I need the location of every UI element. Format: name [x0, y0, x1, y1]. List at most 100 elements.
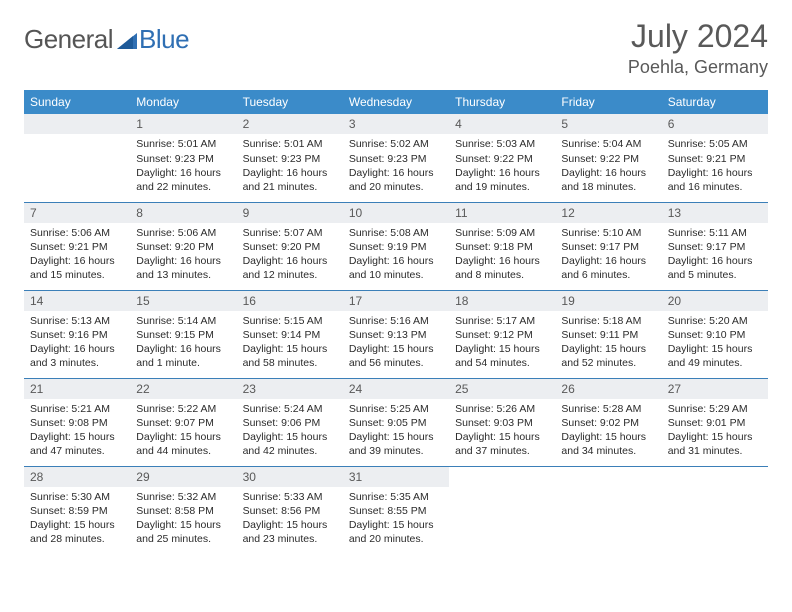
sunrise-text: Sunrise: 5:02 AM	[349, 137, 443, 151]
sunrise-text: Sunrise: 5:28 AM	[561, 402, 655, 416]
day-cell: 23Sunrise: 5:24 AMSunset: 9:06 PMDayligh…	[237, 378, 343, 466]
day-number: 23	[237, 379, 343, 399]
day-cell: 27Sunrise: 5:29 AMSunset: 9:01 PMDayligh…	[662, 378, 768, 466]
day-body: Sunrise: 5:26 AMSunset: 9:03 PMDaylight:…	[449, 399, 555, 465]
sunset-text: Sunset: 9:21 PM	[668, 152, 762, 166]
dow-sun: Sunday	[24, 90, 130, 114]
sunset-text: Sunset: 9:15 PM	[136, 328, 230, 342]
daylight-text: Daylight: 16 hours and 6 minutes.	[561, 254, 655, 282]
day-cell: 6Sunrise: 5:05 AMSunset: 9:21 PMDaylight…	[662, 114, 768, 202]
dow-mon: Monday	[130, 90, 236, 114]
logo-text-general: General	[24, 24, 113, 55]
day-body: Sunrise: 5:17 AMSunset: 9:12 PMDaylight:…	[449, 311, 555, 377]
daylight-text: Daylight: 15 hours and 28 minutes.	[30, 518, 124, 546]
day-cell: 11Sunrise: 5:09 AMSunset: 9:18 PMDayligh…	[449, 202, 555, 290]
day-body: Sunrise: 5:18 AMSunset: 9:11 PMDaylight:…	[555, 311, 661, 377]
daylight-text: Daylight: 16 hours and 15 minutes.	[30, 254, 124, 282]
daylight-text: Daylight: 15 hours and 49 minutes.	[668, 342, 762, 370]
daylight-text: Daylight: 16 hours and 18 minutes.	[561, 166, 655, 194]
day-cell: 12Sunrise: 5:10 AMSunset: 9:17 PMDayligh…	[555, 202, 661, 290]
day-cell: 24Sunrise: 5:25 AMSunset: 9:05 PMDayligh…	[343, 378, 449, 466]
daylight-text: Daylight: 15 hours and 37 minutes.	[455, 430, 549, 458]
day-number: 14	[24, 291, 130, 311]
sunset-text: Sunset: 9:11 PM	[561, 328, 655, 342]
sunset-text: Sunset: 9:07 PM	[136, 416, 230, 430]
sunset-text: Sunset: 9:17 PM	[561, 240, 655, 254]
week-row: 1Sunrise: 5:01 AMSunset: 9:23 PMDaylight…	[24, 114, 768, 202]
week-row: 28Sunrise: 5:30 AMSunset: 8:59 PMDayligh…	[24, 466, 768, 554]
daylight-text: Daylight: 16 hours and 12 minutes.	[243, 254, 337, 282]
day-cell: 7Sunrise: 5:06 AMSunset: 9:21 PMDaylight…	[24, 202, 130, 290]
day-body: Sunrise: 5:09 AMSunset: 9:18 PMDaylight:…	[449, 223, 555, 289]
daylight-text: Daylight: 16 hours and 1 minute.	[136, 342, 230, 370]
day-number: 7	[24, 203, 130, 223]
sunrise-text: Sunrise: 5:22 AM	[136, 402, 230, 416]
sunset-text: Sunset: 9:13 PM	[349, 328, 443, 342]
day-cell: 15Sunrise: 5:14 AMSunset: 9:15 PMDayligh…	[130, 290, 236, 378]
sunrise-text: Sunrise: 5:06 AM	[30, 226, 124, 240]
day-cell	[555, 466, 661, 554]
sunrise-text: Sunrise: 5:13 AM	[30, 314, 124, 328]
sunset-text: Sunset: 9:23 PM	[349, 152, 443, 166]
sunset-text: Sunset: 9:23 PM	[136, 152, 230, 166]
sunrise-text: Sunrise: 5:25 AM	[349, 402, 443, 416]
sunset-text: Sunset: 9:20 PM	[136, 240, 230, 254]
sunset-text: Sunset: 8:55 PM	[349, 504, 443, 518]
day-cell	[449, 466, 555, 554]
logo-text-blue: Blue	[139, 24, 189, 55]
daylight-text: Daylight: 15 hours and 42 minutes.	[243, 430, 337, 458]
day-body: Sunrise: 5:25 AMSunset: 9:05 PMDaylight:…	[343, 399, 449, 465]
daylight-text: Daylight: 16 hours and 20 minutes.	[349, 166, 443, 194]
week-row: 21Sunrise: 5:21 AMSunset: 9:08 PMDayligh…	[24, 378, 768, 466]
day-number: 8	[130, 203, 236, 223]
sunset-text: Sunset: 8:56 PM	[243, 504, 337, 518]
sunset-text: Sunset: 9:03 PM	[455, 416, 549, 430]
daylight-text: Daylight: 15 hours and 25 minutes.	[136, 518, 230, 546]
dow-tue: Tuesday	[237, 90, 343, 114]
sunrise-text: Sunrise: 5:01 AM	[243, 137, 337, 151]
sunset-text: Sunset: 9:16 PM	[30, 328, 124, 342]
day-number: 5	[555, 114, 661, 134]
day-cell: 26Sunrise: 5:28 AMSunset: 9:02 PMDayligh…	[555, 378, 661, 466]
sunrise-text: Sunrise: 5:06 AM	[136, 226, 230, 240]
day-number: 12	[555, 203, 661, 223]
day-cell: 8 Sunrise: 5:06 AMSunset: 9:20 PMDaylight…	[130, 202, 236, 290]
daylight-text: Daylight: 15 hours and 44 minutes.	[136, 430, 230, 458]
calendar-page: General Blue July 2024 Poehla, Germany S…	[0, 0, 792, 554]
day-number: 3	[343, 114, 449, 134]
sunset-text: Sunset: 8:59 PM	[30, 504, 124, 518]
daylight-text: Daylight: 16 hours and 10 minutes.	[349, 254, 443, 282]
day-body: Sunrise: 5:30 AMSunset: 8:59 PMDaylight:…	[24, 487, 130, 553]
day-number: 4	[449, 114, 555, 134]
sunset-text: Sunset: 9:02 PM	[561, 416, 655, 430]
day-number: 16	[237, 291, 343, 311]
day-cell: 10Sunrise: 5:08 AMSunset: 9:19 PMDayligh…	[343, 202, 449, 290]
dow-header-row: Sunday Monday Tuesday Wednesday Thursday…	[24, 90, 768, 114]
day-body: Sunrise: 5:03 AMSunset: 9:22 PMDaylight:…	[449, 134, 555, 200]
sunrise-text: Sunrise: 5:05 AM	[668, 137, 762, 151]
day-cell: 18Sunrise: 5:17 AMSunset: 9:12 PMDayligh…	[449, 290, 555, 378]
day-number: 28	[24, 467, 130, 487]
sunset-text: Sunset: 9:20 PM	[243, 240, 337, 254]
daylight-text: Daylight: 16 hours and 13 minutes.	[136, 254, 230, 282]
day-number: 20	[662, 291, 768, 311]
sunrise-text: Sunrise: 5:26 AM	[455, 402, 549, 416]
daylight-text: Daylight: 15 hours and 31 minutes.	[668, 430, 762, 458]
day-cell: 2Sunrise: 5:01 AMSunset: 9:23 PMDaylight…	[237, 114, 343, 202]
sunset-text: Sunset: 9:22 PM	[455, 152, 549, 166]
day-body: Sunrise: 5:24 AMSunset: 9:06 PMDaylight:…	[237, 399, 343, 465]
daylight-text: Daylight: 16 hours and 5 minutes.	[668, 254, 762, 282]
day-number: 26	[555, 379, 661, 399]
day-body: Sunrise: 5:28 AMSunset: 9:02 PMDaylight:…	[555, 399, 661, 465]
sunset-text: Sunset: 9:12 PM	[455, 328, 549, 342]
daylight-text: Daylight: 16 hours and 16 minutes.	[668, 166, 762, 194]
sunset-text: Sunset: 9:17 PM	[668, 240, 762, 254]
day-number: 13	[662, 203, 768, 223]
day-cell: 28Sunrise: 5:30 AMSunset: 8:59 PMDayligh…	[24, 466, 130, 554]
sunrise-text: Sunrise: 5:03 AM	[455, 137, 549, 151]
day-number: 9	[237, 203, 343, 223]
day-body: Sunrise: 5:08 AMSunset: 9:19 PMDaylight:…	[343, 223, 449, 289]
day-cell: 20Sunrise: 5:20 AMSunset: 9:10 PMDayligh…	[662, 290, 768, 378]
day-cell: 22Sunrise: 5:22 AMSunset: 9:07 PMDayligh…	[130, 378, 236, 466]
day-body: Sunrise: 5:10 AMSunset: 9:17 PMDaylight:…	[555, 223, 661, 289]
